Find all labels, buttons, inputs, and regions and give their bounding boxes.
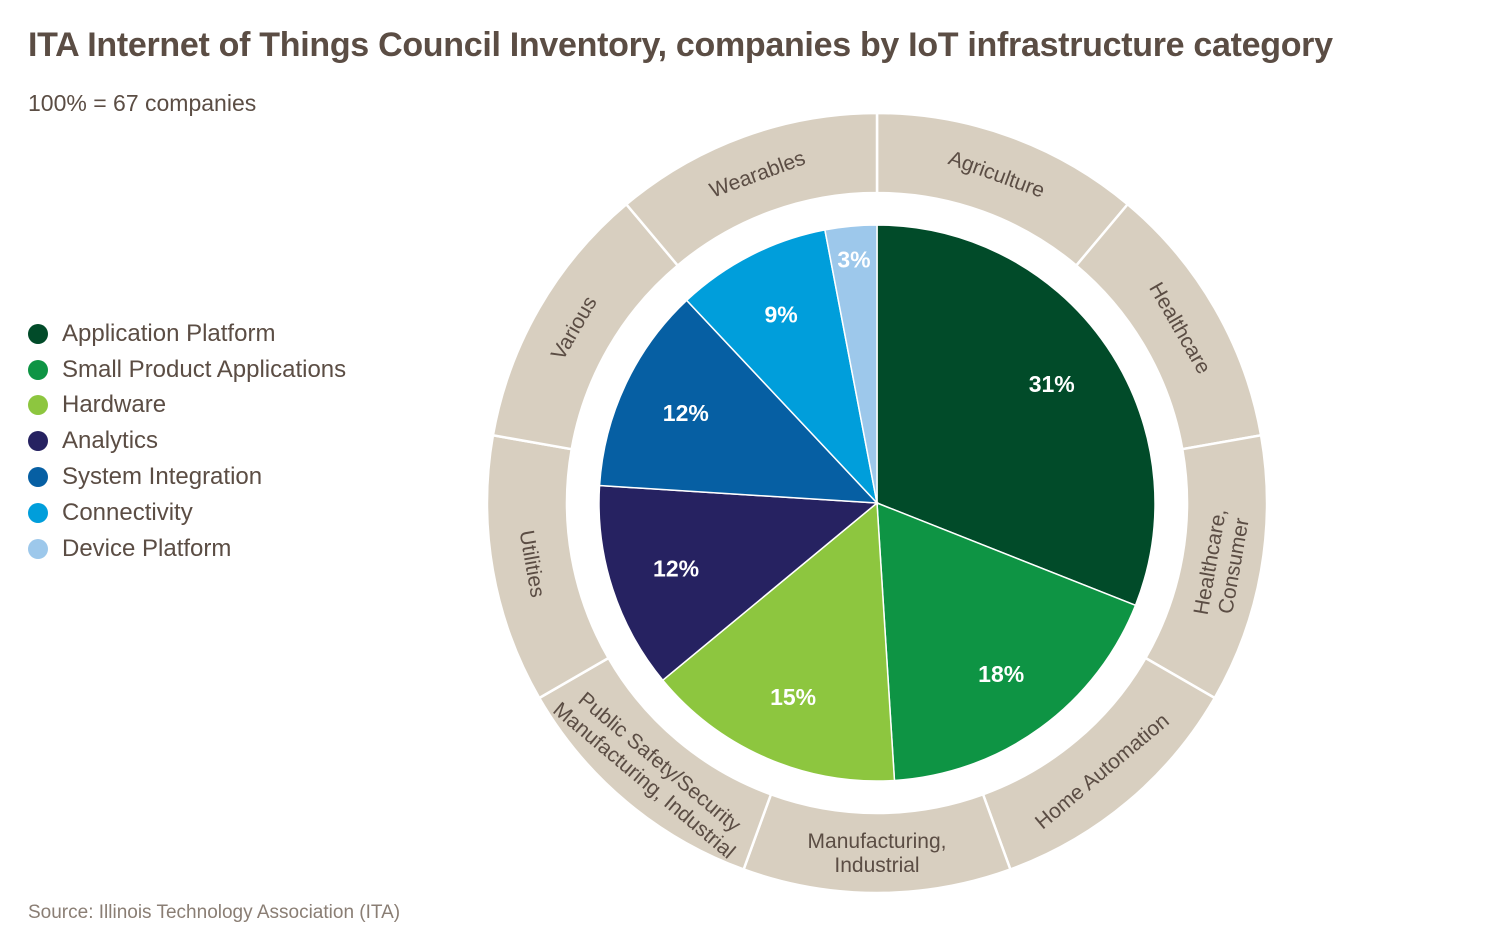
- ring-segment: [624, 111, 879, 268]
- pie-slice: [685, 229, 879, 506]
- slice-label: 18%: [978, 661, 1024, 687]
- slice-labels: 31% 18% 15% 12% 12% 9% 3%: [653, 246, 1075, 709]
- pie-slice: [661, 501, 896, 782]
- slice-label: 12%: [653, 555, 699, 581]
- slice-label: 15%: [770, 684, 816, 710]
- legend-swatch: [28, 359, 48, 380]
- legend-label: Device Platform: [62, 534, 232, 562]
- legend-label: Small Product Applications: [62, 355, 347, 383]
- legend-item: Small Product Applications: [28, 352, 346, 388]
- slice-label: 9%: [764, 302, 797, 328]
- slice-label: 12%: [663, 400, 709, 426]
- legend-item: Application Platform: [28, 316, 346, 352]
- legend: Application Platform Small Product Applic…: [28, 316, 346, 567]
- legend-swatch: [28, 323, 48, 344]
- legend-item: Analytics: [28, 423, 346, 459]
- chart-title: ITA Internet of Things Council Inventory…: [28, 26, 1333, 64]
- slice-label: 31%: [1029, 371, 1075, 397]
- legend-item: Hardware: [28, 388, 346, 424]
- legend-swatch: [28, 431, 48, 452]
- pie-slice: [876, 224, 1156, 607]
- ring-label: Manufacturing, Industrial: [808, 830, 947, 877]
- chart-subtitle: 100% = 67 companies: [28, 90, 257, 116]
- legend-swatch: [28, 538, 48, 559]
- legend-swatch: [28, 502, 48, 523]
- legend-label: Hardware: [62, 391, 167, 419]
- legend-swatch: [28, 395, 48, 416]
- legend-label: Application Platform: [62, 319, 276, 347]
- legend-item: Connectivity: [28, 495, 346, 531]
- legend-label: Analytics: [62, 427, 159, 455]
- outer-ring: AgricultureHealthcareHealthcare,Consumer…: [485, 111, 1269, 895]
- ring-segment: [485, 433, 611, 700]
- slice-label: 3%: [837, 246, 870, 272]
- pie-slice: [824, 224, 878, 504]
- pie-slice: [876, 501, 1137, 782]
- legend-label: System Integration: [62, 463, 263, 491]
- legend-swatch: [28, 467, 48, 488]
- source-note: Source: Illinois Technology Association …: [28, 902, 401, 923]
- legend-label: Connectivity: [62, 498, 193, 526]
- pie: [598, 224, 1156, 782]
- legend-item: System Integration: [28, 459, 346, 495]
- pie-slice: [598, 484, 879, 682]
- legend-item: Device Platform: [28, 531, 346, 567]
- pie-slice: [598, 299, 879, 504]
